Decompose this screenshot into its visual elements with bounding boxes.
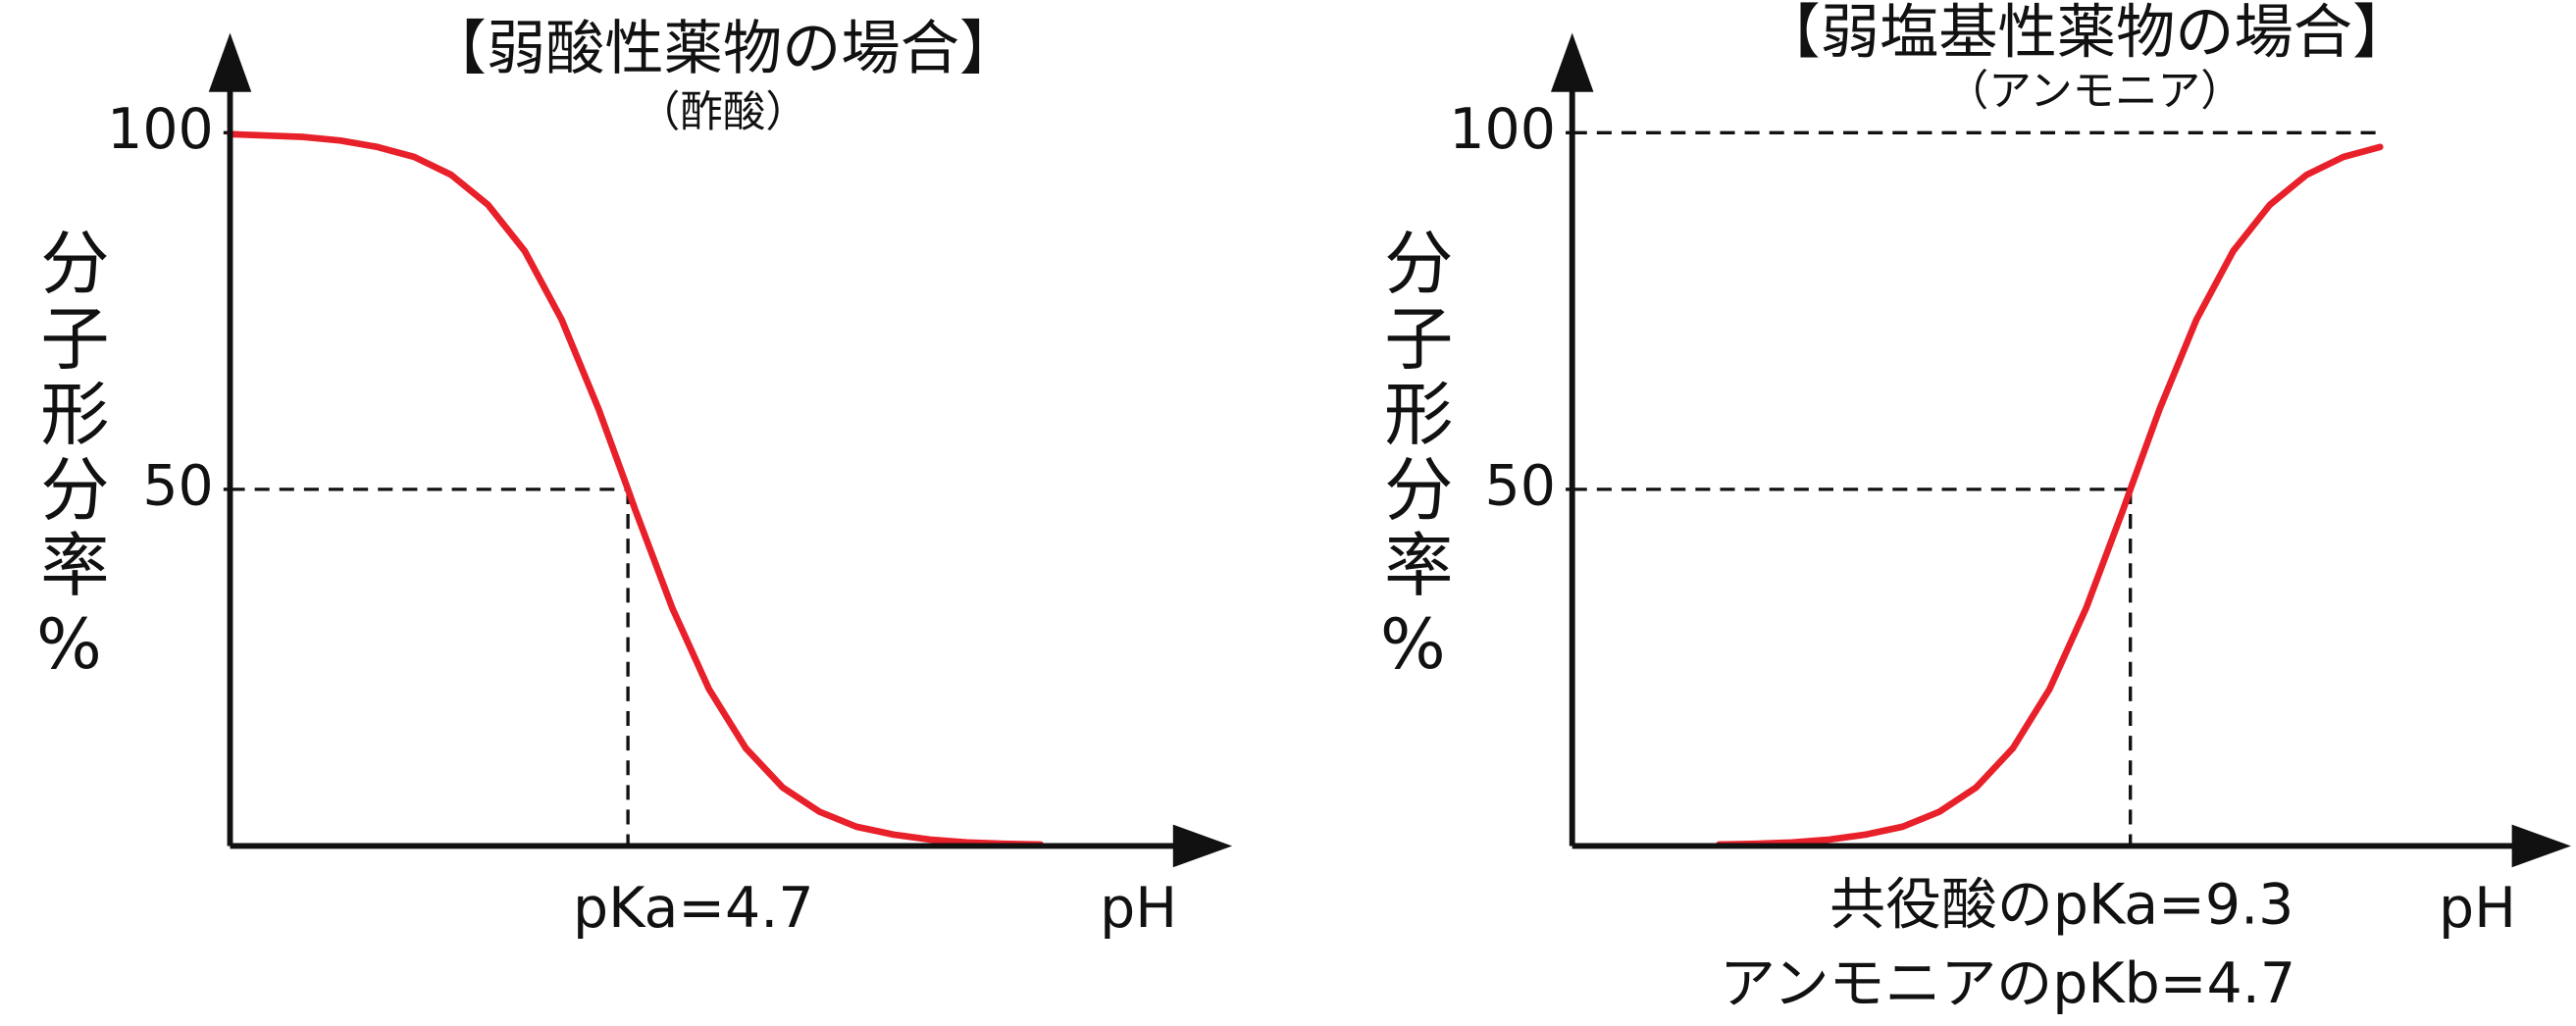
curve (227, 130, 1045, 848)
x-axis-label: pH (2439, 876, 2516, 941)
x-axis-arrow (1172, 824, 1233, 868)
annotation: pKa=4.7 (573, 876, 814, 941)
chart-subtitle: （アンモニア） (1946, 67, 2243, 116)
y-axis-label: 分子形分率% (1372, 227, 1453, 692)
curve (1716, 143, 2384, 848)
y-axis-arrow (208, 32, 252, 92)
annotation: 共役酸のpKa=9.3 (1829, 873, 2293, 938)
x-axis-label: pH (1100, 876, 1177, 941)
annotation: アンモニアのpKb=4.7 (1720, 951, 2295, 1016)
y-axis-arrow (1550, 32, 1594, 92)
x-axis-arrow (2511, 824, 2571, 868)
y-axis-label: 分子形分率% (28, 227, 109, 692)
chart-title: 【弱塩基性薬物の場合】 (1761, 0, 2411, 67)
y-tick-label: 50 (1485, 454, 1556, 519)
chart-subtitle: （酢酸） (638, 88, 808, 137)
y-tick-label: 100 (107, 97, 214, 162)
y-tick-label: 50 (142, 454, 213, 519)
y-tick-label: 100 (1449, 97, 1556, 162)
chart-title: 【弱酸性薬物の場合】 (428, 15, 1019, 83)
